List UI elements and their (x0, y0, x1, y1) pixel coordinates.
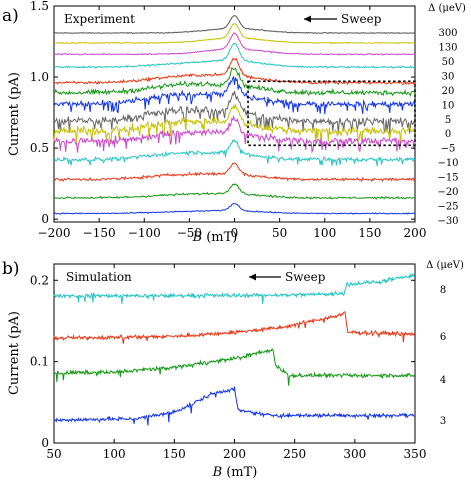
trace-delta-10 (53, 66, 416, 97)
y-axis-label-b: Current (pA) (7, 311, 22, 395)
panel-a-label: a) (2, 6, 19, 26)
delta-label-5: 5 (445, 115, 451, 126)
panel-a-experiment: a) −200 −150 −100 −50 0 50 100 150 20000.51.01.5… (2, 0, 466, 245)
x-tick-label-a: 100 (313, 226, 336, 240)
x-tick-label-b: 350 (404, 447, 427, 461)
x-tick-label-a: 200 (404, 226, 427, 240)
x-axis-unit-b: (mT) (226, 465, 257, 480)
sim-delta-label-6: 6 (440, 332, 446, 343)
sweep-label-b: Sweep (285, 270, 326, 284)
y-tick-label-a: 1.5 (30, 0, 49, 13)
x-axis-var-a: B (192, 230, 203, 245)
delta-label-300: 300 (438, 28, 457, 39)
y-tick-label-a: 0.5 (30, 141, 49, 155)
sweep-arrowhead-b (249, 273, 256, 281)
x-tick-label-a: 0 (231, 226, 239, 240)
y-tick-label-a: 0 (41, 212, 49, 226)
sweep-a-bg (300, 10, 376, 27)
delta-title-b: Δ (μeV) (426, 260, 464, 271)
trace-delta--10 (53, 115, 416, 154)
delta-label--20: −20 (437, 187, 458, 198)
sweep-b-bg (244, 268, 322, 285)
x-tick-label-b: 100 (103, 447, 126, 461)
trace-delta--15 (53, 139, 416, 166)
delta-label--5: −5 (441, 144, 456, 155)
delta-label--15: −15 (437, 173, 458, 184)
x-tick-label-a: −150 (83, 226, 116, 240)
trace-delta--30 (53, 202, 416, 215)
x-tick-label-b: 250 (283, 447, 306, 461)
trace-delta--20 (53, 162, 415, 183)
x-tick-label-a: 150 (358, 226, 381, 240)
sim-delta-label-4: 4 (440, 375, 446, 386)
y-tick-label-b: 0 (41, 436, 49, 450)
trace-delta-50 (53, 32, 416, 56)
x-tick-label-b: 150 (163, 447, 186, 461)
panel-a-frame (53, 5, 416, 223)
panel-b-delta-labels: 8 6 4 3 (440, 285, 446, 427)
y-axis-label-a: Current (pA) (7, 72, 22, 156)
panel-b-label: b) (2, 259, 20, 279)
delta-label-0: 0 (445, 129, 451, 140)
x-tick-label-b: 200 (223, 447, 246, 461)
x-tick-label-b: 300 (343, 447, 366, 461)
panel-b-traces (53, 272, 415, 426)
x-tick-label-a: −100 (128, 226, 161, 240)
sim-delta-label-3: 3 (440, 416, 446, 427)
sweep-arrowhead-a (304, 15, 311, 23)
delta-label-30: 30 (442, 71, 455, 82)
trace-delta--25 (53, 183, 416, 200)
sweep-label-a: Sweep (341, 12, 382, 26)
sim-trace-delta-8 (53, 272, 415, 305)
x-tick-label-b: 50 (46, 447, 61, 461)
y-tick-label-b: 0.1 (30, 355, 49, 369)
delta-title-a: Δ (μeV) (428, 3, 466, 14)
delta-label-10: 10 (442, 100, 455, 111)
x-tick-label-a: 50 (272, 226, 287, 240)
experiment-annotation: Experiment (64, 12, 135, 26)
simulation-annotation: Simulation (66, 270, 132, 284)
x-axis-var-b: B (212, 465, 223, 480)
trace-delta--5 (53, 104, 415, 145)
sim-delta-label-8: 8 (440, 285, 446, 296)
trace-delta-30 (53, 43, 416, 69)
panel-a-ticks: −200 −150 −100 −50 0 50 100 150 200 0 0.5 1.0 1.5 (30, 0, 427, 240)
trace-delta-0 (53, 90, 416, 135)
trace-delta-5 (53, 75, 416, 115)
x-tick-label-a: −50 (177, 226, 202, 240)
y-tick-label-b: 0.2 (30, 273, 49, 287)
y-tick-label-a: 1.0 (30, 70, 49, 84)
delta-label--25: −25 (437, 202, 458, 213)
panel-b-simulation: b) 50 100 150 200 250 300 350 0 0.1 0.2 Simulatio… (2, 259, 464, 480)
panel-a-traces (53, 15, 416, 215)
trace-delta-300 (53, 15, 416, 35)
x-axis-unit-a: (mT) (206, 230, 237, 245)
x-axis-label-a: B (mT) (192, 230, 238, 245)
delta-label--30: −30 (437, 216, 458, 227)
sim-trace-delta-4 (53, 348, 415, 386)
experiment-label-bg (60, 10, 152, 27)
panel-b-ticks: 50 100 150 200 250 300 350 0 0.1 0.2 (30, 264, 427, 461)
simulation-label-bg (62, 268, 152, 285)
delta-label-130: 130 (438, 42, 457, 53)
delta-label--10: −10 (437, 158, 458, 169)
x-tick-label-a: −200 (38, 226, 71, 240)
sim-trace-delta-3 (53, 386, 415, 426)
delta-label-20: 20 (442, 86, 455, 97)
x-axis-label-b: B (mT) (212, 465, 258, 480)
delta-label-50: 50 (442, 57, 455, 68)
sim-trace-delta-6 (53, 311, 415, 344)
trace-delta-130 (53, 23, 416, 45)
